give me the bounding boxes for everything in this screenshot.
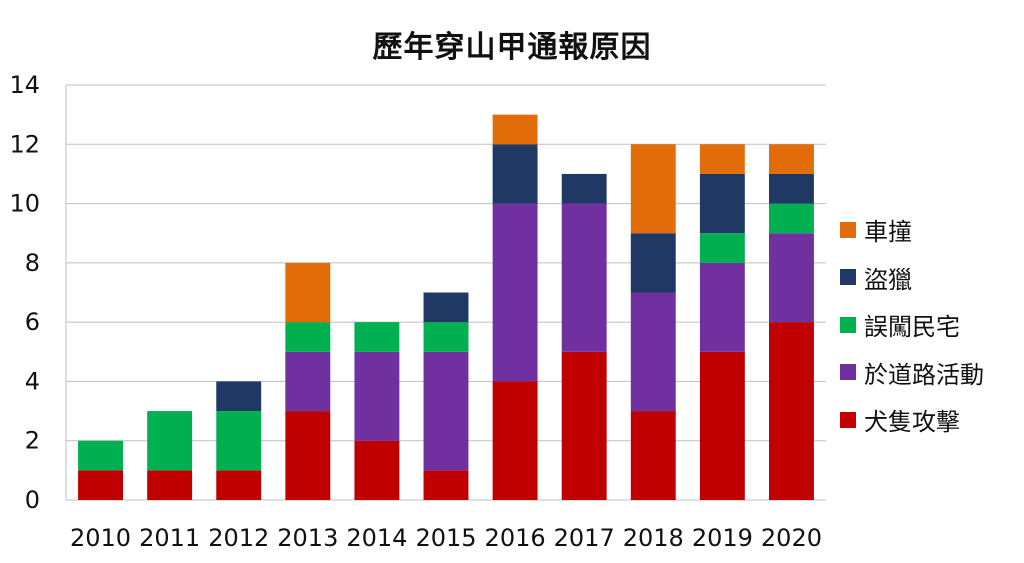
legend-item: 犬隻攻擊 xyxy=(840,396,984,444)
bar-segment xyxy=(630,411,676,500)
legend-swatch xyxy=(840,316,856,333)
bar-segment xyxy=(699,351,745,500)
y-tick-label: 0 xyxy=(25,486,40,514)
x-tick-labels: 2010 2011 2012 2013 2014 2015 2016 2017 2018 2019… xyxy=(70,524,822,552)
x-tick-label: 2019 xyxy=(692,524,753,552)
y-tick-label: 12 xyxy=(9,130,40,158)
bar-segment xyxy=(354,351,400,441)
y-tick-label: 6 xyxy=(25,308,40,336)
legend-item: 誤闖民宅 xyxy=(840,301,984,349)
bar-segment xyxy=(699,233,745,263)
chart-title: 歷年穿山甲通報原因 xyxy=(372,30,652,65)
bar-segment xyxy=(147,411,193,471)
bar-segment xyxy=(769,173,814,204)
x-tick-label: 2015 xyxy=(415,524,476,552)
legend-label: 犬隻攻擊 xyxy=(864,408,960,437)
bar-segment xyxy=(630,144,676,234)
bar-segment xyxy=(285,351,331,412)
bar-segment xyxy=(423,470,469,500)
bar-segment xyxy=(699,144,745,174)
y-tick-labels: 0 2 4 6 8 10 12 14 xyxy=(9,71,40,514)
bar-segment xyxy=(285,322,331,352)
bar-segment xyxy=(78,440,123,471)
legend-item: 車撞 xyxy=(840,206,984,254)
bar-segment xyxy=(216,411,262,471)
bar-segment xyxy=(769,322,814,500)
bar-segment xyxy=(285,411,331,500)
bar-segment xyxy=(769,203,814,234)
bar-segment xyxy=(216,470,262,500)
y-tick-label: 10 xyxy=(9,190,40,218)
bar-segment xyxy=(147,470,193,500)
legend-swatch xyxy=(840,364,856,381)
x-tick-label: 2017 xyxy=(554,524,615,552)
bar-segment xyxy=(699,173,745,234)
bar-segment xyxy=(216,381,262,412)
x-tick-label: 2018 xyxy=(623,524,684,552)
legend-label: 於道路活動 xyxy=(864,360,984,389)
y-tick-label: 2 xyxy=(25,427,40,455)
legend-swatch xyxy=(840,411,856,428)
x-tick-label: 2020 xyxy=(761,524,822,552)
x-tick-label: 2011 xyxy=(139,524,200,552)
bar-segment xyxy=(492,144,538,204)
x-tick-label: 2014 xyxy=(346,524,407,552)
legend-label: 誤闖民宅 xyxy=(864,313,960,342)
bar-segment xyxy=(561,351,607,500)
x-tick-label: 2010 xyxy=(70,524,131,552)
bar-segment xyxy=(492,203,538,382)
legend-swatch xyxy=(840,269,856,286)
bars xyxy=(78,114,814,500)
bar-segment xyxy=(423,322,469,352)
bar-segment xyxy=(354,440,400,500)
bar-segment xyxy=(78,470,123,500)
bar-segment xyxy=(699,262,745,352)
x-tick-label: 2016 xyxy=(485,524,546,552)
legend-swatch xyxy=(840,221,856,238)
legend-item: 盜獵 xyxy=(840,254,984,302)
bar-segment xyxy=(354,322,400,352)
bar-segment xyxy=(561,173,607,204)
bar-segment xyxy=(492,381,538,500)
bar-segment xyxy=(630,292,676,412)
bar-segment xyxy=(561,203,607,352)
legend: 車撞盜獵誤闖民宅於道路活動犬隻攻擊 xyxy=(840,206,984,444)
bar-segment xyxy=(492,114,538,145)
y-tick-label: 8 xyxy=(25,249,40,277)
legend-label: 盜獵 xyxy=(864,265,912,294)
bar-segment xyxy=(423,351,469,471)
y-tick-label: 4 xyxy=(25,367,40,395)
bar-segment xyxy=(769,144,814,174)
y-tick-label: 14 xyxy=(9,71,40,99)
bar-segment xyxy=(285,262,331,323)
x-tick-label: 2012 xyxy=(208,524,269,552)
bar-segment xyxy=(423,292,469,323)
x-tick-label: 2013 xyxy=(277,524,338,552)
bar-segment xyxy=(769,233,814,323)
legend-item: 於道路活動 xyxy=(840,349,984,397)
bar-segment xyxy=(630,233,676,293)
legend-label: 車撞 xyxy=(864,218,912,247)
